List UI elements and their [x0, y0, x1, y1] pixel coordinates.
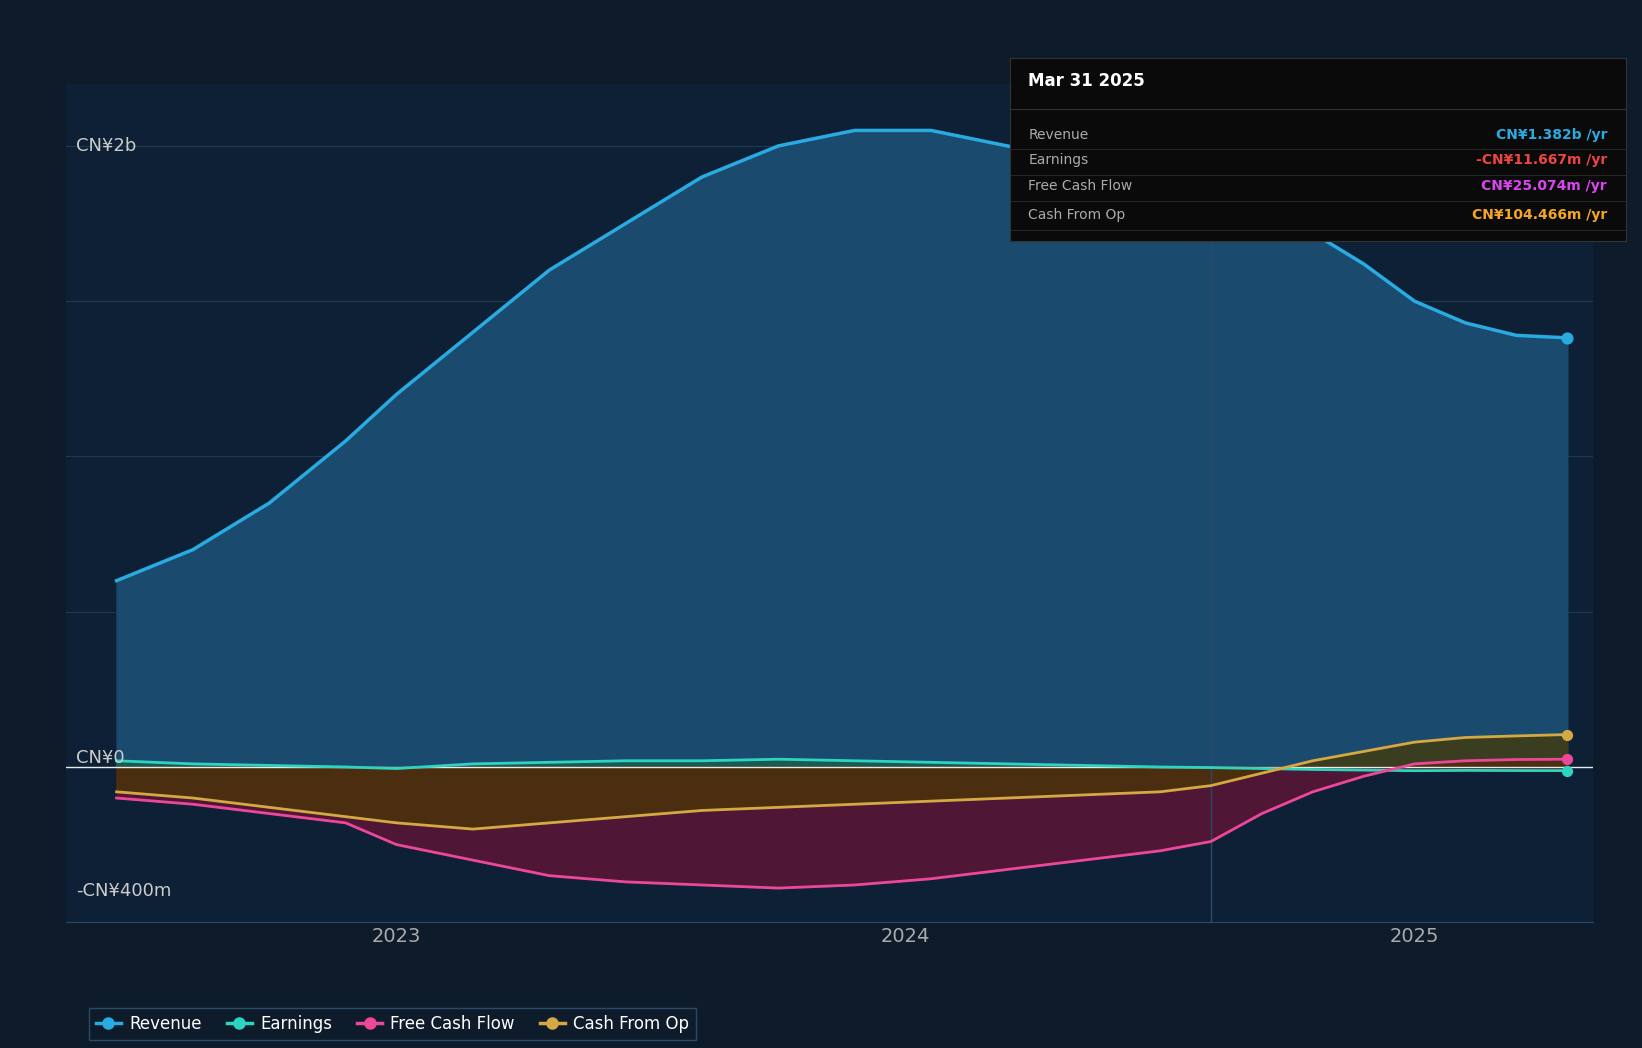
- Text: -CN¥400m: -CN¥400m: [76, 882, 171, 900]
- Point: [1555, 726, 1581, 743]
- Text: CN¥0: CN¥0: [76, 749, 125, 767]
- Point: [1555, 750, 1581, 767]
- Point: [1555, 329, 1581, 346]
- Text: CN¥25.074m /yr: CN¥25.074m /yr: [1481, 179, 1608, 193]
- Text: Revenue: Revenue: [1028, 128, 1089, 141]
- Text: CN¥1.382b /yr: CN¥1.382b /yr: [1496, 128, 1608, 141]
- Text: Cash From Op: Cash From Op: [1028, 209, 1125, 222]
- Point: [1555, 762, 1581, 779]
- Text: Past: Past: [1545, 122, 1583, 139]
- Legend: Revenue, Earnings, Free Cash Flow, Cash From Op: Revenue, Earnings, Free Cash Flow, Cash …: [89, 1008, 696, 1040]
- Text: -CN¥11.667m /yr: -CN¥11.667m /yr: [1476, 153, 1608, 168]
- Text: CN¥104.466m /yr: CN¥104.466m /yr: [1471, 209, 1608, 222]
- Text: Mar 31 2025: Mar 31 2025: [1028, 72, 1144, 90]
- Text: Earnings: Earnings: [1028, 153, 1089, 168]
- Text: Free Cash Flow: Free Cash Flow: [1028, 179, 1133, 193]
- Text: CN¥2b: CN¥2b: [76, 137, 136, 155]
